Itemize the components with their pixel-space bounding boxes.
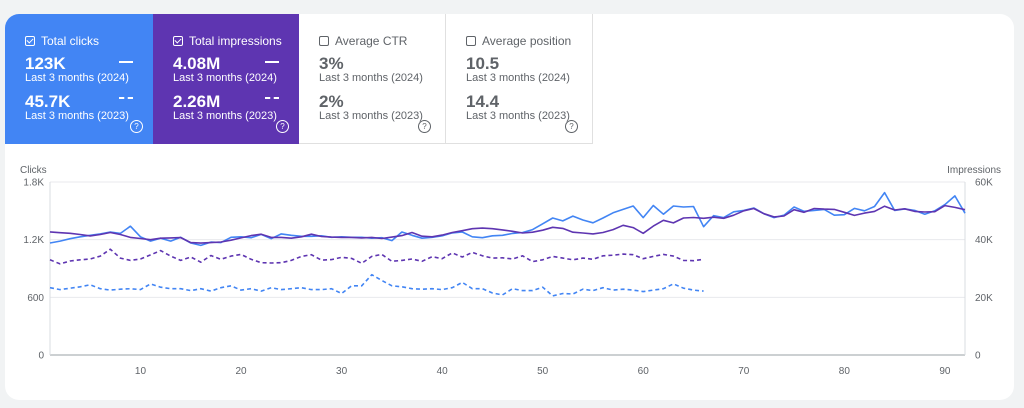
help-icon[interactable]: ?: [565, 120, 578, 133]
metric-period-2024: Last 3 months (2024): [466, 72, 570, 84]
metric-value-2024: 4.08M: [173, 54, 221, 73]
series-line: [49, 204, 966, 244]
left-axis-tick-label: 600: [27, 293, 44, 304]
metric-tiles: Total clicks 123K Last 3 months (2024) 4…: [5, 14, 593, 144]
metric-period-2024: Last 3 months (2024): [25, 72, 129, 84]
metric-label: Average position: [482, 34, 572, 48]
metric-label: Average CTR: [335, 34, 408, 48]
checkbox-unchecked-icon[interactable]: [466, 36, 476, 46]
metric-value-2024: 123K: [25, 54, 66, 73]
help-icon[interactable]: ?: [276, 120, 289, 133]
x-axis-tick-label: 80: [839, 366, 851, 377]
metric-value-2023: 2%: [319, 92, 344, 111]
metric-period-2024: Last 3 months (2024): [319, 72, 423, 84]
chart-series: [49, 191, 966, 297]
dashed-line-legend-icon: [119, 97, 133, 99]
x-axis-tick-label: 90: [939, 366, 951, 377]
series-line: [49, 191, 966, 247]
right-axis-tick-label: 0: [975, 351, 981, 362]
x-axis-tick-label: 40: [437, 366, 449, 377]
metric-period-2023: Last 3 months (2023): [319, 110, 423, 122]
metric-value-2024: 3%: [319, 54, 344, 73]
metric-tile-total-clicks[interactable]: Total clicks 123K Last 3 months (2024) 4…: [5, 14, 153, 144]
left-axis-tick-label: 0: [38, 351, 44, 362]
solid-line-legend-icon: [119, 61, 133, 63]
metric-value-2023: 2.26M: [173, 92, 221, 111]
series-line: [49, 273, 704, 297]
metric-tile-total-impressions[interactable]: Total impressions 4.08M Last 3 months (2…: [153, 14, 299, 144]
x-axis-tick-label: 10: [135, 366, 147, 377]
left-axis-tick-label: 1.2K: [23, 235, 44, 246]
metric-label: Total impressions: [189, 34, 282, 48]
grid-lines: [49, 181, 966, 356]
metric-period-2024: Last 3 months (2024): [173, 72, 277, 84]
left-axis-title: Clicks: [20, 165, 47, 176]
series-line: [49, 248, 704, 265]
right-axis-title: Impressions: [947, 165, 1001, 176]
checkbox-checked-icon[interactable]: [25, 36, 35, 46]
metric-value-2023: 14.4: [466, 92, 500, 111]
left-axis-tick-label: 1.8K: [23, 178, 44, 189]
right-axis-tick-label: 20K: [975, 293, 993, 304]
dashed-line-legend-icon: [265, 97, 279, 99]
help-icon[interactable]: ?: [130, 120, 143, 133]
metric-period-2023: Last 3 months (2023): [25, 110, 129, 122]
right-axis-tick-label: 60K: [975, 178, 993, 189]
solid-line-legend-icon: [265, 61, 279, 63]
metric-period-2023: Last 3 months (2023): [466, 110, 570, 122]
x-axis-tick-label: 20: [235, 366, 247, 377]
metric-value-2024: 10.5: [466, 54, 500, 73]
checkbox-checked-icon[interactable]: [173, 36, 183, 46]
right-axis-tick-label: 40K: [975, 235, 993, 246]
metric-label: Total clicks: [41, 34, 100, 48]
metric-value-2023: 45.7K: [25, 92, 71, 111]
x-axis-tick-label: 70: [738, 366, 750, 377]
help-icon[interactable]: ?: [418, 120, 431, 133]
x-axis-tick-label: 50: [537, 366, 549, 377]
performance-card: Total clicks 123K Last 3 months (2024) 4…: [5, 14, 1014, 400]
metric-period-2023: Last 3 months (2023): [173, 110, 277, 122]
x-axis-tick-label: 60: [638, 366, 650, 377]
metric-tile-average-position[interactable]: Average position 10.5 Last 3 months (202…: [446, 14, 593, 144]
performance-chart[interactable]: Clicks Impressions 0 600 1.2K 1.8K 0 20K 40K 60…: [5, 14, 1014, 400]
x-axis-tick-label: 30: [336, 366, 348, 377]
metric-tile-average-ctr[interactable]: Average CTR 3% Last 3 months (2024) 2% L…: [299, 14, 446, 144]
checkbox-unchecked-icon[interactable]: [319, 36, 329, 46]
axis-ticks: 0 600 1.2K 1.8K 0 20K 40K 60K 10 20 30 40 50 60 70 80 90: [23, 178, 993, 378]
